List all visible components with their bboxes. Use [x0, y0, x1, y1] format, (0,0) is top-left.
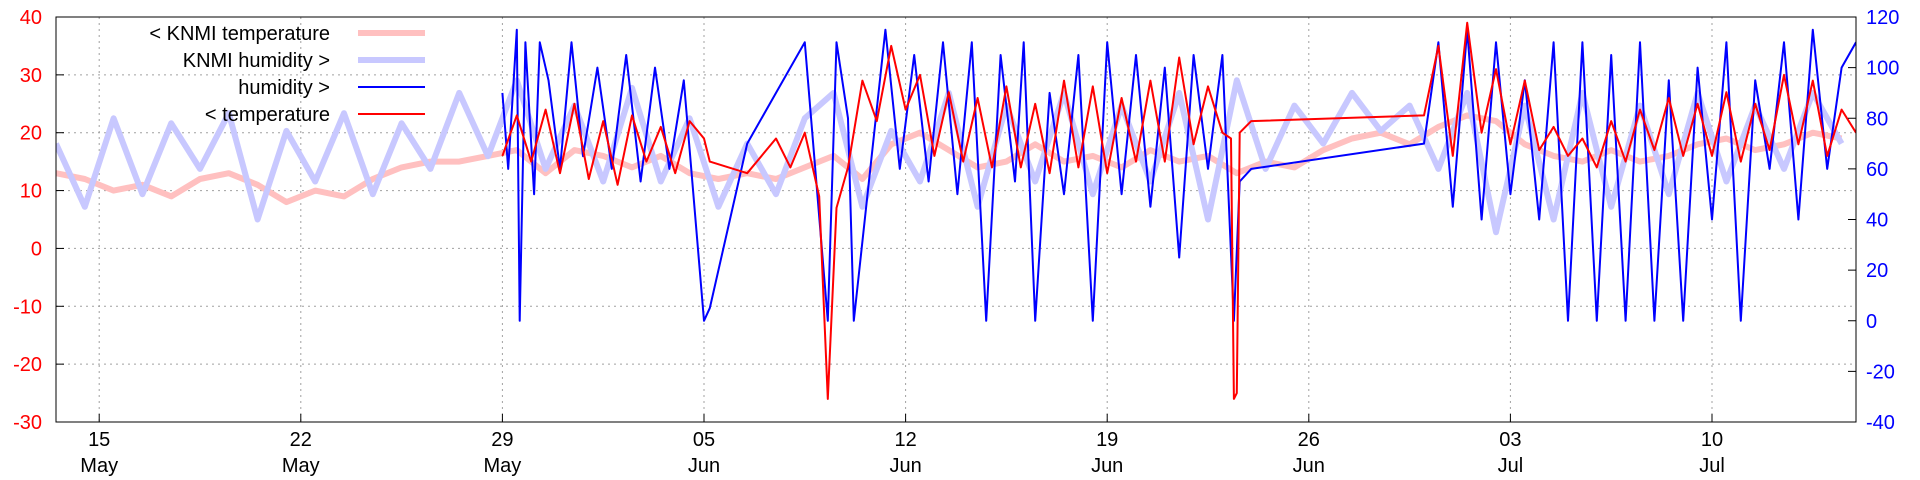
left-tick-label: -30: [13, 412, 42, 434]
right-tick-label: 120: [1866, 7, 1899, 29]
series-line-4: [501, 21, 1856, 400]
x-tick-day-label: 26: [1298, 429, 1320, 451]
legend-label: humidity >: [238, 77, 330, 99]
x-tick-month-label: Jul: [1498, 455, 1524, 477]
legend-label: < KNMI temperature: [149, 23, 330, 45]
left-tick-label: 10: [20, 181, 42, 203]
right-tick-label: -40: [1866, 412, 1895, 434]
x-tick-day-label: 19: [1096, 429, 1118, 451]
x-tick-month-label: Jun: [1091, 455, 1123, 477]
series-line-3: [501, 28, 1856, 322]
x-tick-month-label: May: [282, 455, 320, 477]
x-tick-day-label: 12: [894, 429, 916, 451]
left-tick-label: -10: [13, 296, 42, 318]
right-tick-label: -20: [1866, 361, 1895, 383]
right-tick-label: 100: [1866, 58, 1899, 80]
x-tick-month-label: Jul: [1699, 455, 1725, 477]
x-tick-month-label: Jun: [1293, 455, 1325, 477]
x-tick-day-label: 10: [1701, 429, 1723, 451]
x-tick-day-label: 29: [491, 429, 513, 451]
left-tick-label: -20: [13, 354, 42, 376]
x-tick-month-label: Jun: [688, 455, 720, 477]
right-tick-label: 80: [1866, 108, 1888, 130]
x-tick-month-label: Jun: [889, 455, 921, 477]
right-tick-label: 60: [1866, 159, 1888, 181]
legend: < KNMI temperature KNMI humidity > humidit…: [149, 23, 425, 126]
legend-label: KNMI humidity >: [183, 50, 330, 72]
right-tick-label: 20: [1866, 260, 1888, 282]
x-axis: 15 May 22 May 29 May 05 Jun 12 Jun 19 Jun 26 Jun 03 Jul…: [80, 414, 1725, 477]
right-tick-label: 40: [1866, 210, 1888, 232]
x-tick-day-label: 03: [1499, 429, 1521, 451]
left-tick-label: 40: [20, 7, 42, 29]
x-tick-day-label: 15: [88, 429, 110, 451]
legend-label: < temperature: [205, 104, 330, 126]
left-tick-label: 20: [20, 123, 42, 145]
right-tick-label: 0: [1866, 311, 1877, 333]
grid-lines: [56, 16, 1856, 423]
x-tick-day-label: 22: [290, 429, 312, 451]
x-tick-day-label: 05: [693, 429, 715, 451]
right-axis: 120 100 80 60 40 20 0 -20 -40: [1848, 7, 1899, 434]
left-tick-label: 30: [20, 65, 42, 87]
series-lines: [56, 21, 1856, 400]
left-axis: 40 30 20 10 0 -10 -20 -30: [13, 7, 64, 434]
left-tick-label: 0: [31, 238, 42, 260]
x-tick-month-label: May: [80, 455, 118, 477]
x-tick-month-label: May: [484, 455, 522, 477]
